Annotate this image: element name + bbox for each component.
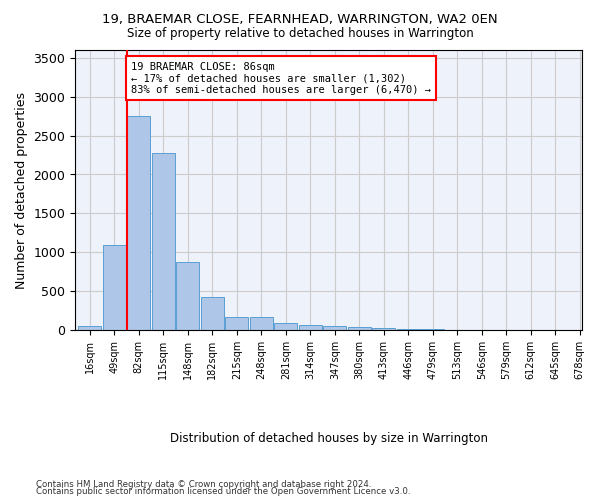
Bar xyxy=(397,328,420,330)
Text: 19, BRAEMAR CLOSE, FEARNHEAD, WARRINGTON, WA2 0EN: 19, BRAEMAR CLOSE, FEARNHEAD, WARRINGTON… xyxy=(102,12,498,26)
Text: Contains public sector information licensed under the Open Government Licence v3: Contains public sector information licen… xyxy=(36,488,410,496)
Bar xyxy=(250,318,273,330)
Bar xyxy=(274,323,298,330)
Bar xyxy=(225,317,248,330)
Bar xyxy=(372,328,395,330)
Text: Size of property relative to detached houses in Warrington: Size of property relative to detached ho… xyxy=(127,28,473,40)
Bar xyxy=(103,244,126,330)
X-axis label: Distribution of detached houses by size in Warrington: Distribution of detached houses by size … xyxy=(170,432,488,445)
Bar xyxy=(299,326,322,330)
Bar xyxy=(152,152,175,330)
Bar xyxy=(201,296,224,330)
Text: 19 BRAEMAR CLOSE: 86sqm
← 17% of detached houses are smaller (1,302)
83% of semi: 19 BRAEMAR CLOSE: 86sqm ← 17% of detache… xyxy=(131,62,431,95)
Text: Contains HM Land Registry data © Crown copyright and database right 2024.: Contains HM Land Registry data © Crown c… xyxy=(36,480,371,489)
Bar xyxy=(78,326,101,330)
Bar xyxy=(176,262,199,330)
Bar xyxy=(347,328,371,330)
Bar xyxy=(323,326,346,330)
Bar xyxy=(127,116,151,330)
Y-axis label: Number of detached properties: Number of detached properties xyxy=(15,92,28,288)
